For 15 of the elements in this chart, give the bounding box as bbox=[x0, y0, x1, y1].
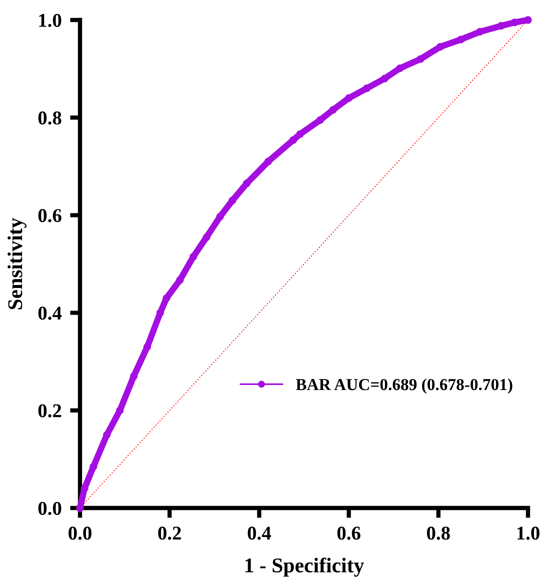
x-tick-label: 1.0 bbox=[517, 526, 540, 540]
legend-label: BAR AUC=0.689 (0.678-0.701) bbox=[296, 378, 512, 394]
y-tick-label: 1.0 bbox=[39, 14, 62, 28]
y-axis-title: Sensitivity bbox=[8, 218, 27, 310]
x-tick-label: 0.2 bbox=[158, 526, 181, 540]
y-tick-label: 0.6 bbox=[38, 209, 62, 222]
y-tick-label: 0.4 bbox=[38, 306, 62, 320]
x-tick-label: 0.6 bbox=[337, 526, 360, 540]
y-tick-label: 0.8 bbox=[38, 111, 62, 125]
y-tick-label: 0.0 bbox=[38, 502, 62, 516]
x-tick-label: 0.0 bbox=[68, 526, 92, 540]
x-tick-label: 0.4 bbox=[248, 526, 271, 540]
x-tick-label: 0.8 bbox=[426, 526, 450, 540]
x-axis-title: 1 - Specificity bbox=[246, 558, 364, 577]
y-tick-label: 0.2 bbox=[38, 404, 62, 418]
